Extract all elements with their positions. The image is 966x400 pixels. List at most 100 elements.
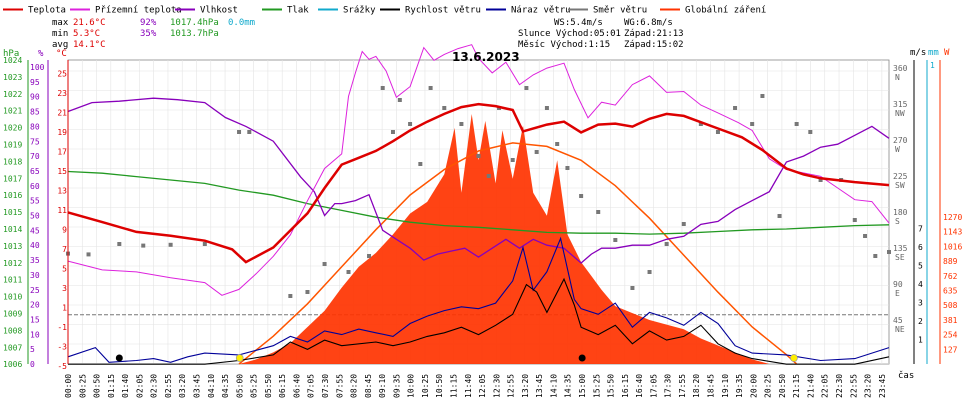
hpa-tick: 1020: [3, 124, 22, 133]
pct-tick: 45: [30, 226, 40, 235]
x-tick: 23:45: [878, 374, 887, 398]
x-tick: 09:10: [378, 374, 387, 398]
hpa-tick: 1008: [3, 326, 22, 335]
hpa-unit: hPa: [3, 49, 19, 59]
x-tick: 14:35: [564, 374, 573, 398]
winddir-point: [887, 250, 891, 254]
hpa-tick: 1010: [3, 293, 22, 302]
w-tick: 508: [943, 301, 958, 310]
x-tick: 10:00: [407, 374, 416, 398]
winddir-point: [322, 262, 327, 266]
legend-label: Rychlost větru: [405, 6, 481, 16]
winddir-point: [808, 130, 813, 134]
c-tick: 19: [57, 128, 67, 137]
mm-tick: 1: [930, 61, 935, 70]
x-tick: 03:20: [178, 374, 187, 398]
winddir-point: [630, 286, 635, 290]
winddir-point: [390, 130, 395, 134]
x-tick: 05:00: [235, 374, 244, 398]
hpa-tick: 1019: [3, 141, 22, 150]
legend-label: Teplota: [28, 6, 66, 16]
stats-temp: 21.6°C: [73, 18, 106, 28]
winddir-point: [544, 106, 549, 110]
gust-line: [67, 236, 890, 363]
pct-tick: 50: [30, 212, 40, 221]
winddir-point: [863, 234, 868, 238]
winddir-point: [698, 122, 703, 126]
x-tick: 00:25: [78, 374, 87, 398]
dir-compass-tick: NW: [895, 109, 905, 118]
pct-tick: 85: [30, 108, 40, 117]
moonset-marker: [578, 354, 586, 362]
x-tick: 05:50: [264, 374, 273, 398]
clear-sky-curve: [238, 142, 798, 365]
hpa-tick: 1014: [3, 225, 22, 234]
c-tick: -5: [57, 362, 67, 371]
pct-tick: 95: [30, 78, 40, 87]
pct-tick: 15: [30, 315, 40, 324]
x-tick: 12:05: [478, 374, 487, 398]
c-tick: 7: [62, 245, 67, 254]
legend-label: Přízemní teplota: [95, 6, 182, 16]
winddir-point: [486, 174, 491, 178]
hpa-tick: 1013: [3, 242, 22, 251]
x-tick: 12:55: [507, 374, 516, 398]
pct-tick: 20: [30, 301, 40, 310]
winddir-point: [117, 242, 122, 246]
stats-block: max 21.6°C 92% 1017.4hPa 0.0mm min 5.3°C 35% 101…: [52, 18, 255, 50]
winddir-point: [647, 270, 652, 274]
winddir-point: [397, 98, 402, 102]
dir-compass-tick: E: [895, 289, 900, 298]
pct-tick: 100: [30, 63, 45, 72]
winddir-point: [534, 150, 539, 154]
pct-tick: 25: [30, 286, 40, 295]
pct-tick: 30: [30, 271, 40, 280]
c-tick: 15: [57, 167, 67, 176]
x-tick: 17:30: [664, 374, 673, 398]
pct-tick: 35: [30, 256, 40, 265]
stats-temp: 14.1°C: [73, 40, 106, 50]
x-tick: 02:55: [164, 374, 173, 398]
w-tick: 127: [943, 345, 958, 354]
ms-tick: 4: [918, 280, 923, 289]
winddir-point: [288, 294, 293, 298]
winddir-point: [750, 122, 755, 126]
winddir-point: [346, 270, 351, 274]
x-tick: 04:10: [207, 374, 216, 398]
pct-tick: 5: [30, 345, 35, 354]
winddir-point: [408, 122, 413, 126]
winddir-point: [168, 242, 173, 247]
info-moon: Měsíc Východ:1:15: [518, 40, 610, 50]
stats-row-label: min: [52, 29, 68, 39]
c-tick: 17: [57, 148, 67, 157]
legend-label: Srážky: [343, 6, 376, 16]
stats-rain: 0.0mm: [228, 18, 255, 28]
hpa-tick: 1006: [3, 360, 22, 369]
ms-tick: 7: [918, 225, 923, 234]
x-tick: 01:40: [121, 374, 130, 398]
x-tick: 02:05: [135, 374, 144, 398]
hpa-tick: 1023: [3, 73, 22, 82]
hpa-tick: 1024: [3, 56, 22, 65]
ms-tick: 1: [918, 336, 923, 345]
hpa-tick: 1022: [3, 90, 22, 99]
x-tick: 15:50: [607, 374, 616, 398]
hpa-tick: 1007: [3, 343, 22, 352]
x-tick: 17:55: [678, 374, 687, 398]
x-tick: 13:20: [521, 374, 530, 398]
x-tick: 02:30: [150, 374, 159, 398]
winddir-point: [760, 94, 765, 98]
stats-row-label: avg: [52, 40, 68, 50]
dir-degree-tick: 270: [893, 136, 908, 145]
dir-compass-tick: NE: [895, 325, 905, 334]
x-tick: 05:25: [250, 374, 259, 398]
winddir-point: [733, 106, 738, 110]
c-tick: 11: [57, 206, 67, 215]
hpa-tick: 1015: [3, 208, 22, 217]
x-tick: 10:25: [421, 374, 430, 398]
winddir-point: [852, 218, 857, 222]
hpa-tick: 1016: [3, 191, 22, 200]
info-sun: Slunce Východ:05:01: [518, 29, 621, 39]
ground-temp-line: [67, 44, 890, 296]
